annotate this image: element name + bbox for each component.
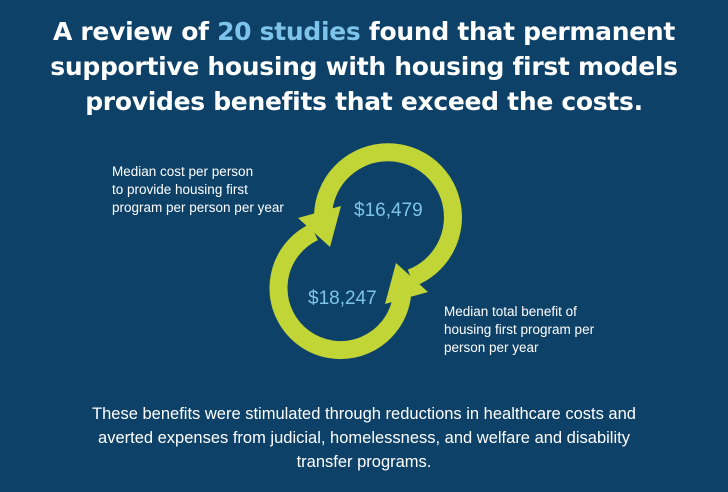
cost-amount: $16,479 xyxy=(354,200,423,221)
cost-ring-arrow xyxy=(314,143,462,287)
headline: A review of 20 studies found that perman… xyxy=(0,14,728,119)
headline-line3: provides benefits that exceed the costs. xyxy=(85,87,643,116)
benefit-ring-arrowhead xyxy=(298,206,341,247)
headline-line2: supportive housing with housing first mo… xyxy=(50,52,678,81)
benefit-ring-arrow xyxy=(269,223,411,360)
cost-ring-arrowhead xyxy=(385,263,428,304)
headline-highlight: 20 studies xyxy=(217,17,361,46)
benefit-amount: $18,247 xyxy=(308,288,377,309)
headline-line1: A review of 20 studies found that perman… xyxy=(52,17,676,46)
cost-label: Median cost per person to provide housin… xyxy=(112,164,284,215)
footer-text: These benefits were stimulated through r… xyxy=(92,405,636,471)
benefit-label: Median total benefit of housing first pr… xyxy=(444,304,595,355)
